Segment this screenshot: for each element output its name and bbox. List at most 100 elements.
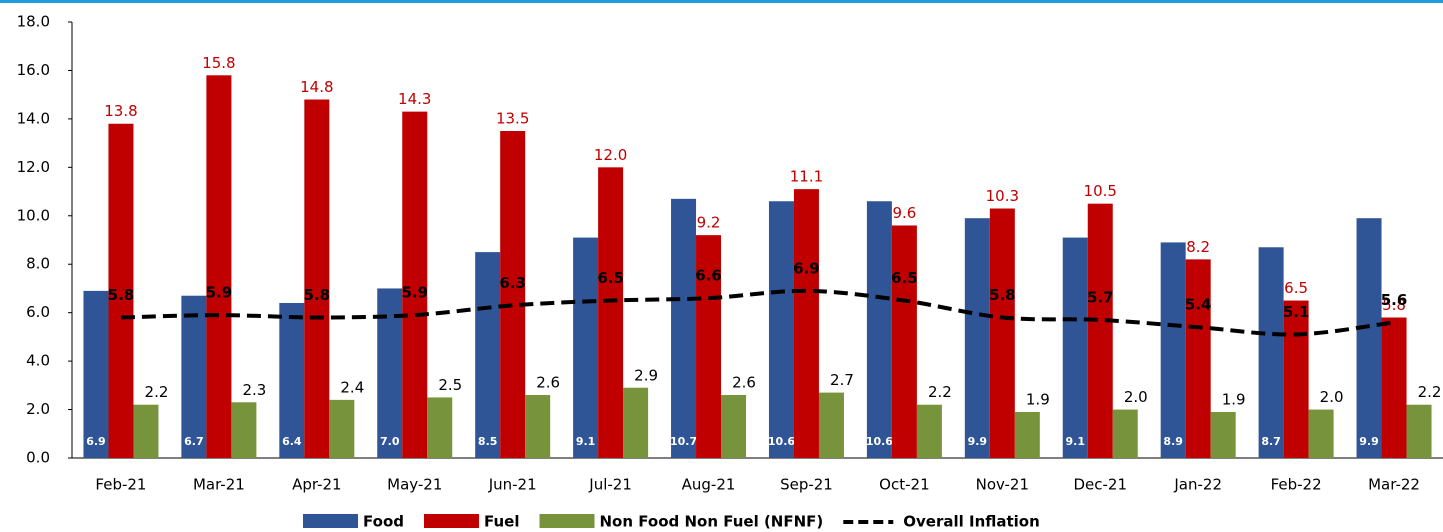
bar	[304, 99, 330, 458]
x-tick-label: Apr-21	[292, 476, 342, 494]
data-label: 14.3	[398, 90, 431, 108]
data-label: 5.8	[304, 286, 331, 304]
data-label: 8.5	[478, 435, 498, 448]
legend-swatch	[539, 514, 595, 528]
data-label: 6.4	[282, 435, 302, 448]
data-label: 6.5	[891, 269, 918, 287]
data-label: 5.4	[1185, 296, 1212, 314]
data-label: 5.8	[989, 286, 1016, 304]
bar	[623, 387, 649, 458]
data-label: 1.9	[1026, 390, 1050, 408]
data-label: 8.9	[1163, 435, 1183, 448]
bar	[1062, 237, 1088, 458]
bar	[1160, 242, 1186, 458]
bar	[427, 397, 453, 458]
bar	[793, 189, 819, 458]
data-label: 2.7	[830, 371, 854, 389]
x-tick-label: May-21	[387, 476, 442, 494]
bar	[108, 123, 134, 458]
data-label: 5.8	[108, 286, 135, 304]
x-tick-label: Feb-22	[1271, 476, 1322, 494]
bar	[231, 402, 257, 458]
data-label: 10.3	[986, 187, 1019, 205]
bar	[916, 404, 942, 458]
y-tick-label: 14.0	[17, 109, 50, 127]
data-label: 2.6	[536, 374, 560, 392]
x-tick-label: Dec-21	[1073, 476, 1127, 494]
bar	[525, 395, 551, 458]
data-label: 6.5	[1284, 279, 1308, 297]
data-label: 2.0	[1124, 388, 1148, 406]
y-tick-label: 10.0	[17, 206, 50, 224]
data-label: 9.9	[1359, 435, 1379, 448]
bar	[1406, 404, 1432, 458]
y-tick-label: 8.0	[26, 255, 50, 273]
data-label: 10.6	[768, 435, 795, 448]
data-label: 10.5	[1084, 182, 1117, 200]
legend-label: Fuel	[484, 513, 520, 531]
data-label: 2.2	[1418, 383, 1442, 401]
bar	[1087, 203, 1113, 458]
y-tick-label: 18.0	[17, 13, 50, 31]
data-label: 5.8	[1382, 296, 1406, 314]
data-label: 5.7	[1087, 288, 1114, 306]
bar	[573, 237, 599, 458]
bar	[671, 198, 697, 459]
legend-label: Food	[363, 513, 404, 531]
bar	[83, 290, 109, 458]
data-label: 13.8	[104, 102, 137, 120]
data-label: 10.6	[866, 435, 893, 448]
data-label: 11.1	[790, 168, 823, 186]
data-label: 2.4	[340, 378, 364, 396]
data-label: 2.0	[1320, 388, 1344, 406]
bar	[1283, 300, 1309, 458]
data-label: 9.1	[576, 435, 596, 448]
data-label: 8.2	[1186, 238, 1210, 256]
data-label: 6.7	[184, 435, 204, 448]
bar	[866, 201, 892, 458]
x-tick-label: Jul-21	[588, 476, 632, 494]
data-label: 6.6	[695, 267, 722, 285]
data-label: 2.6	[732, 374, 756, 392]
data-label: 9.1	[1066, 435, 1086, 448]
x-tick-label: Sep-21	[780, 476, 833, 494]
legend-swatch	[303, 514, 358, 528]
bar	[768, 201, 794, 458]
bar	[696, 235, 722, 458]
bar	[329, 399, 355, 458]
legend-swatch	[424, 514, 479, 528]
y-tick-label: 16.0	[17, 61, 50, 79]
bar	[721, 395, 747, 458]
data-label: 2.9	[634, 366, 658, 384]
x-tick-label: Jun-21	[488, 476, 537, 494]
bar	[500, 131, 526, 458]
data-label: 2.5	[438, 376, 462, 394]
data-label: 6.9	[86, 435, 106, 448]
data-label: 13.5	[496, 110, 529, 128]
data-label: 5.6	[1381, 291, 1408, 309]
y-tick-label: 12.0	[17, 158, 50, 176]
data-label: 6.5	[597, 269, 624, 287]
data-label: 12.0	[594, 146, 627, 164]
data-label: 7.0	[380, 435, 400, 448]
bar	[1210, 411, 1236, 458]
bar	[181, 295, 207, 458]
x-tick-label: Jan-22	[1173, 476, 1222, 494]
data-label: 2.2	[928, 383, 952, 401]
bar	[1258, 247, 1284, 458]
bar	[1112, 409, 1138, 458]
bar	[964, 218, 990, 458]
bar	[1185, 259, 1211, 458]
data-label: 6.9	[793, 259, 820, 277]
bar	[206, 75, 232, 459]
x-tick-label: Oct-21	[879, 476, 929, 494]
bar	[818, 392, 844, 458]
data-label: 8.7	[1261, 435, 1281, 448]
bar	[1308, 409, 1334, 458]
data-label: 5.9	[206, 284, 233, 302]
x-tick-label: Feb-21	[95, 476, 146, 494]
bar	[279, 302, 305, 458]
data-label: 5.9	[401, 284, 428, 302]
